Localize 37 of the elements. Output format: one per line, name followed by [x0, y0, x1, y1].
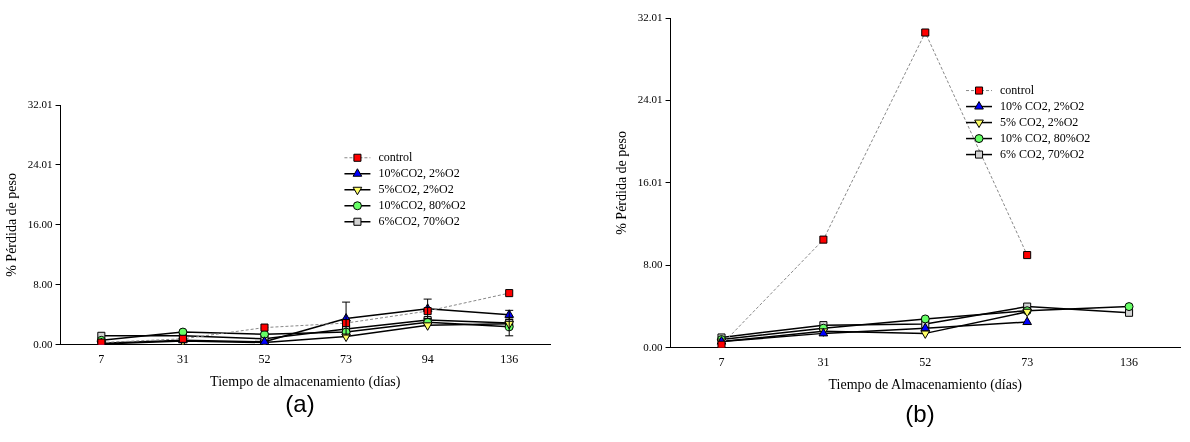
- y-tick-label: 0.00: [643, 340, 664, 353]
- legend-label: 10%CO2, 2%O2: [378, 165, 460, 180]
- legend-label: 10%CO2, 80%O2: [378, 197, 466, 212]
- x-tick-label: 52: [919, 355, 932, 370]
- text: (b): [904, 400, 936, 428]
- y-tick-label: 24.01: [27, 157, 53, 170]
- x-tick-label: 94: [421, 352, 434, 367]
- y-axis-title: % Pérdida de peso: [4, 172, 20, 277]
- text: (a): [284, 390, 316, 418]
- legend-label: 5%CO2, 2%O2: [378, 181, 454, 196]
- legend-label: 10% CO2, 2%O2: [1000, 98, 1085, 113]
- legend-label: 6% CO2, 70%O2: [1000, 146, 1085, 161]
- x-tick-label: 7: [98, 352, 105, 367]
- y-tick-label: 8.00: [33, 277, 54, 290]
- y-axis-title: % Pérdida de peso: [614, 130, 630, 235]
- x-tick-label: 31: [817, 355, 830, 370]
- x-tick-label: 31: [176, 352, 189, 367]
- y-tick-label: 32.01: [27, 97, 53, 110]
- y-tick-label: 0.00: [33, 337, 54, 350]
- x-tick-label: 7: [718, 355, 725, 370]
- y-tick-label: 16.01: [637, 175, 663, 188]
- legend-label: 6%CO2, 70%O2: [378, 213, 460, 228]
- x-tick-label: 136: [500, 352, 519, 367]
- legend-label: 5% CO2, 2%O2: [1000, 114, 1079, 129]
- legend-label: control: [378, 149, 414, 164]
- y-tick-label: 8.00: [643, 258, 664, 271]
- x-axis-title: Tiempo de almacenamiento (días): [210, 374, 401, 391]
- x-tick-label: 52: [258, 352, 271, 367]
- legend-label: control: [1000, 82, 1035, 97]
- x-tick-label: 136: [1120, 355, 1139, 370]
- x-axis-title: Tiempo de Almacenamiento (días): [828, 377, 1023, 394]
- legend-label: 10% CO2, 80%O2: [1000, 130, 1091, 145]
- y-tick-label: 24.01: [637, 93, 663, 106]
- y-tick-label: 32.01: [637, 10, 663, 23]
- x-tick-label: 73: [340, 352, 353, 367]
- x-tick-label: 73: [1021, 355, 1034, 370]
- y-tick-label: 16.00: [27, 217, 54, 230]
